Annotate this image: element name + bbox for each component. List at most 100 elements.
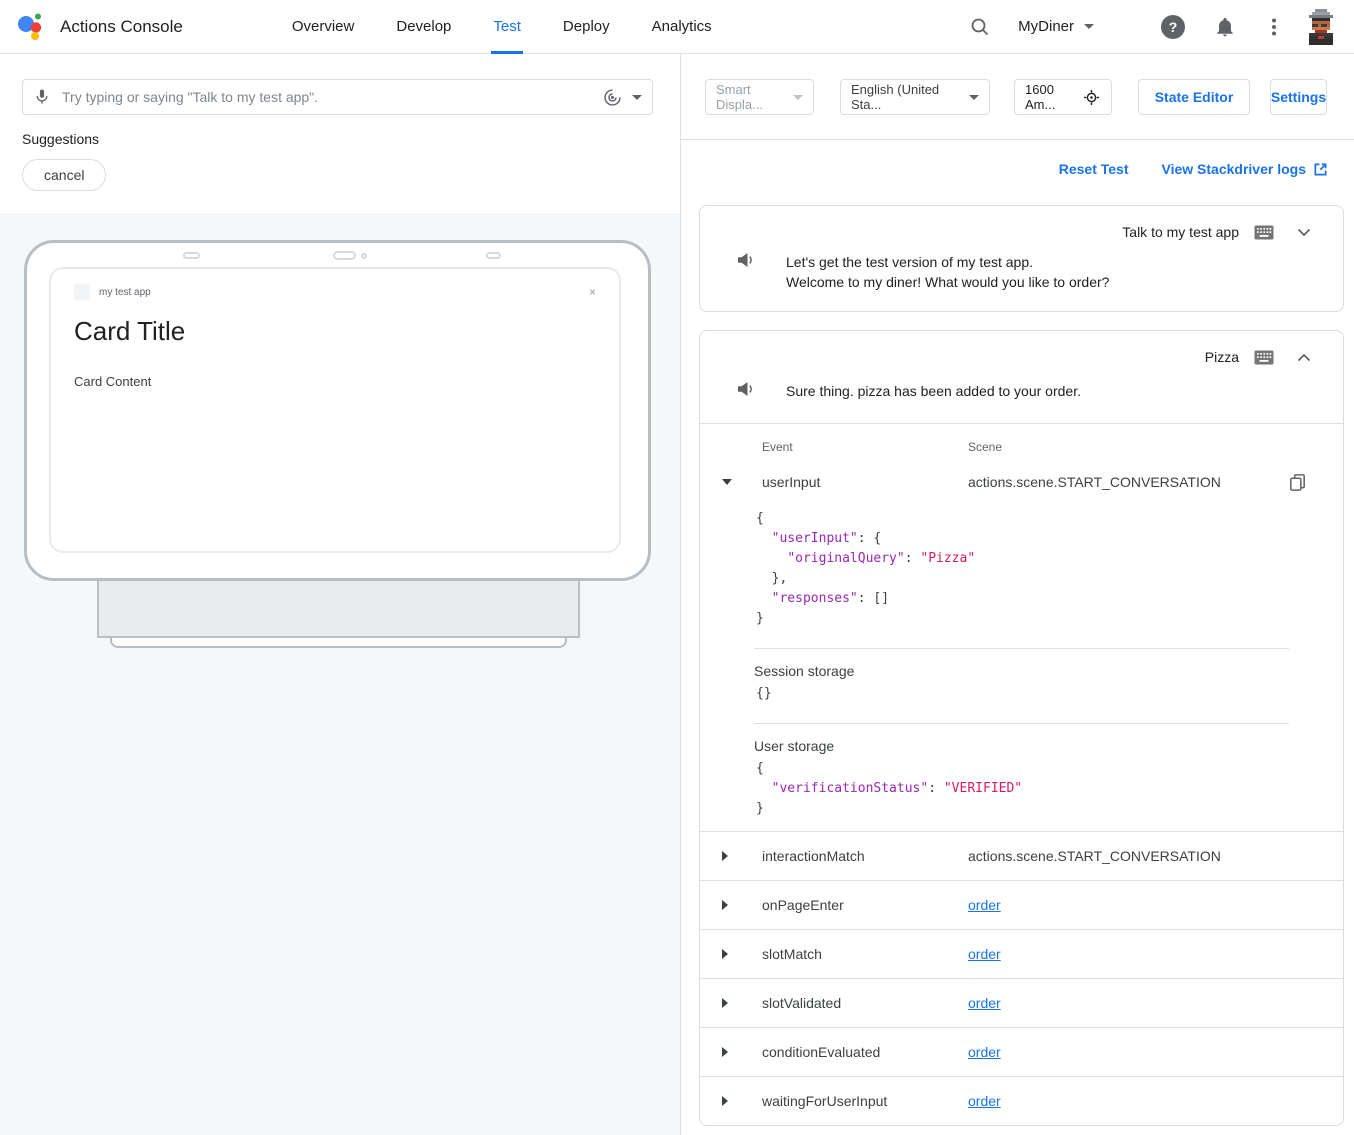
session-storage-json: {} <box>756 684 1343 704</box>
svg-text:?: ? <box>1169 19 1178 35</box>
state-editor-button[interactable]: State Editor <box>1138 79 1250 115</box>
event-row: conditionEvaluated order <box>700 1027 1343 1076</box>
assistant-response-row: Sure thing. pizza has been added to your… <box>724 381 1319 402</box>
scene-column-header: Scene <box>968 440 1003 454</box>
event-name: waitingForUserInput <box>762 1093 888 1109</box>
userinput-json: { "userInput": { "originalQuery": "Pizza… <box>756 509 1343 629</box>
chevron-down-icon[interactable] <box>1297 228 1311 237</box>
event-column-header: Event <box>762 440 793 454</box>
user-storage-label: User storage <box>754 738 835 754</box>
topbar-actions: MyDiner ? <box>968 8 1338 45</box>
code-line: } <box>756 801 764 816</box>
code-line: }, <box>756 571 788 586</box>
app-title: Actions Console <box>60 16 183 36</box>
language-select-value: English (United Sta... <box>851 82 940 112</box>
assistant-response-text: Sure thing. pizza has been added to your… <box>786 381 1081 401</box>
keyboard-icon[interactable] <box>1254 225 1274 240</box>
user-query-row: Talk to my test app <box>724 224 1319 240</box>
code-line: {} <box>756 686 772 701</box>
tab-develop[interactable]: Develop <box>396 18 452 35</box>
mic-icon[interactable] <box>32 87 52 107</box>
chevron-up-icon[interactable] <box>1297 353 1311 362</box>
user-avatar[interactable] <box>1306 8 1338 45</box>
speaker-icon[interactable] <box>737 252 755 273</box>
close-icon[interactable]: × <box>588 285 596 299</box>
event-row: waitingForUserInput order <box>700 1076 1343 1125</box>
event-name: userInput <box>762 474 821 490</box>
device-stand <box>97 581 580 638</box>
keyboard-icon[interactable] <box>1254 350 1274 365</box>
device-base <box>110 638 567 648</box>
expand-caret-icon[interactable] <box>722 1096 728 1106</box>
user-query-row: Pizza <box>724 349 1319 365</box>
my-location-icon[interactable] <box>1082 88 1101 107</box>
location-value: 1600 Am... <box>1025 82 1056 112</box>
reset-test-link[interactable]: Reset Test <box>1058 161 1129 177</box>
query-text-input[interactable] <box>62 89 602 105</box>
simulator-input-area: Suggestions cancel <box>0 54 680 213</box>
location-field[interactable]: 1600 Am... <box>1014 79 1112 115</box>
event-name: conditionEvaluated <box>762 1044 881 1060</box>
scene-link[interactable]: order <box>968 1093 1001 1109</box>
surface-select: Smart Displa... <box>705 79 814 115</box>
help-icon[interactable]: ? <box>1160 14 1186 40</box>
device-app-name: my test app <box>99 286 151 298</box>
voice-match-control[interactable] <box>602 87 642 108</box>
scene-link[interactable]: order <box>968 1044 1001 1060</box>
code-line: "userInput": { <box>771 531 882 546</box>
project-selector[interactable]: MyDiner <box>1018 18 1094 35</box>
scene-link[interactable]: order <box>968 897 1001 913</box>
scene-link[interactable]: order <box>968 946 1001 962</box>
query-input-box <box>22 79 653 115</box>
event-expanded-section: userInput actions.scene.START_CONVERSATI… <box>700 463 1343 831</box>
test-panel: Smart Displa... English (United Sta... 1… <box>681 54 1354 1135</box>
device-card-title: Card Title <box>74 316 186 346</box>
expand-caret-icon[interactable] <box>722 998 728 1008</box>
code-line: } <box>756 611 764 626</box>
event-rows: interactionMatch actions.scene.START_CONV… <box>700 831 1343 1125</box>
event-name: slotMatch <box>762 946 822 962</box>
event-scene: actions.scene.START_CONVERSATION <box>968 474 1221 490</box>
notifications-bell-icon[interactable] <box>1214 15 1236 39</box>
chevron-down-icon <box>969 94 979 100</box>
assistant-response-text: Let's get the test version of my test ap… <box>786 252 1109 292</box>
tab-overview[interactable]: Overview <box>291 18 355 35</box>
event-row: onPageEnter order <box>700 880 1343 929</box>
event-row: interactionMatch actions.scene.START_CONV… <box>700 831 1343 880</box>
search-icon[interactable] <box>968 15 992 39</box>
code-line: "originalQuery": "Pizza" <box>787 551 976 566</box>
project-name: MyDiner <box>1018 18 1074 35</box>
expand-caret-icon[interactable] <box>722 900 728 910</box>
speaker-icon[interactable] <box>737 381 755 402</box>
events-table-header: Event Scene <box>700 424 1343 454</box>
user-storage-json: { "verificationStatus": "VERIFIED"} <box>756 759 1343 819</box>
device-speaker-cutout <box>486 252 501 259</box>
session-storage-label: Session storage <box>754 663 855 679</box>
device-frame: my test app × Card Title Card Content <box>24 240 651 581</box>
suggestion-chip-cancel[interactable]: cancel <box>22 159 107 191</box>
language-select[interactable]: English (United Sta... <box>840 79 990 115</box>
expand-caret-icon[interactable] <box>722 949 728 959</box>
chevron-down-icon <box>632 94 642 100</box>
device-speaker-cutout <box>183 252 200 259</box>
code-line: "responses": [] <box>771 591 890 606</box>
expand-caret-icon[interactable] <box>722 1047 728 1057</box>
scene-link[interactable]: order <box>968 995 1001 1011</box>
stackdriver-logs-link[interactable]: View Stackdriver logs <box>1162 161 1328 177</box>
simulator-panel: Suggestions cancel my test app <box>0 54 681 1135</box>
collapse-caret-icon[interactable] <box>722 479 732 485</box>
settings-button[interactable]: Settings <box>1270 79 1327 115</box>
tab-analytics[interactable]: Analytics <box>651 18 712 35</box>
event-row: userInput actions.scene.START_CONVERSATI… <box>700 463 1343 501</box>
more-options-kebab-icon[interactable] <box>1262 15 1286 39</box>
expand-caret-icon[interactable] <box>722 851 728 861</box>
code-line: { <box>756 511 764 526</box>
suggestion-chips: cancel <box>22 159 653 191</box>
assistant-logo-icon <box>18 13 44 40</box>
copy-icon[interactable] <box>1287 472 1343 493</box>
tab-test[interactable]: Test <box>472 0 542 54</box>
tab-deploy[interactable]: Deploy <box>562 18 610 35</box>
event-scene: actions.scene.START_CONVERSATION <box>968 848 1221 864</box>
voice-match-icon <box>604 88 621 106</box>
